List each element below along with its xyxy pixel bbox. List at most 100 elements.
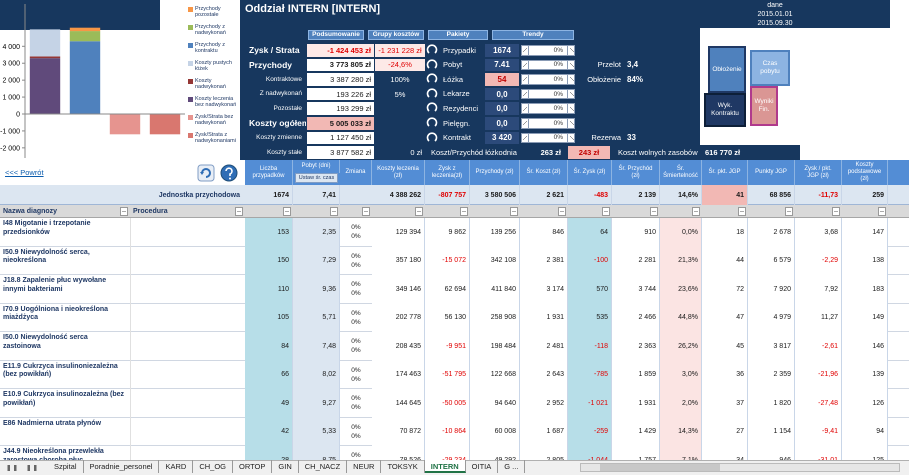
slider-left[interactable] [521,59,529,71]
param-icon[interactable] [426,59,438,71]
param-icon[interactable] [426,117,438,129]
sheet-tab[interactable]: GIN [272,460,299,473]
table-cell: 7,48 [293,332,340,361]
param-icon[interactable] [426,44,438,56]
slider-right[interactable] [567,132,575,144]
tab-nav-arrow[interactable] [34,465,40,471]
h-scroll-thumb[interactable] [600,464,720,471]
help-icon[interactable] [220,164,238,182]
sheet-tab[interactable]: ORTOP [233,460,273,473]
filter-dropdown[interactable] [832,207,840,216]
top-tab[interactable]: Trendy [492,30,574,40]
table-cell: 7,92 [795,275,842,304]
table-cell: 56 130 [425,303,470,332]
filter-dropdown[interactable] [558,207,566,216]
filter-dropdown[interactable] [415,207,423,216]
filter-dropdown[interactable] [650,207,658,216]
slider-right[interactable] [567,45,575,56]
filter-dropdown[interactable] [283,207,291,216]
change-cell: 0% [351,404,361,411]
sheet-tab[interactable]: INTERN [424,460,466,473]
param-icon[interactable] [426,132,438,144]
filter-dropdown[interactable] [738,207,746,216]
top-tab[interactable]: Grupy kosztów [368,30,424,40]
sheet-tab[interactable]: Szpital [48,460,84,473]
slider-right[interactable] [567,118,575,129]
sheet-tab[interactable]: G ... [498,460,526,473]
filter-dropdown[interactable] [510,207,518,216]
y-tick-label: 1 000 [2,95,20,102]
filter-label: Procedura [133,208,168,215]
slider-left[interactable] [521,103,529,114]
back-link[interactable]: <<< Powrót [5,167,44,177]
table-cell: 208 435 [372,332,425,361]
sheet-tab[interactable]: KARD [159,460,194,473]
table-cell: 4 388 262 [372,185,425,205]
filter-dropdown[interactable] [235,207,243,216]
filter-dropdown[interactable] [878,207,886,216]
tab-nav-arrow[interactable] [4,465,10,471]
h-scrollbar[interactable] [580,463,900,472]
table-cell: 21,3% [660,246,702,275]
legend-label: Koszty leczenia bez nadwykonań [195,96,237,108]
table-cell: 139 [842,360,888,389]
nav-button[interactable]: Wyk. Kontraktu [704,93,746,127]
filter-dropdown[interactable] [785,207,793,216]
sheet-tab[interactable]: CH_NACZ [299,460,348,473]
slider-left[interactable] [521,45,529,56]
summary-extra: -1 231 228 zł [375,44,425,57]
top-tab[interactable]: Pakiety [428,30,488,40]
total-row [0,185,909,205]
table-cell: 62 694 [425,275,470,304]
param-icon[interactable] [426,102,438,114]
filter-dropdown[interactable] [602,207,610,216]
slider-right[interactable] [567,59,575,71]
filter-dropdown[interactable] [692,207,700,216]
slider-left[interactable] [521,118,529,129]
filter-dropdown[interactable] [120,207,128,216]
summary-extra: -24,6% [375,58,425,72]
slider-right[interactable] [567,103,575,114]
slider-right[interactable] [567,88,575,100]
set-average-button[interactable]: Ustaw śr. czas [295,173,338,183]
filter-dropdown[interactable] [362,207,370,216]
nav-button[interactable]: Czas pobytu [750,50,790,86]
bar-segment [149,114,181,135]
refresh-icon[interactable] [197,164,215,182]
table-cell: 3 817 [748,332,795,361]
table-cell: 41 [702,185,748,205]
change-cell: 0% [351,452,361,459]
sheet-tab[interactable]: TOKSYK [381,460,425,473]
diagnosis-name: I70.9 Uogólniona i nieokreślona miażdżyc… [3,305,109,322]
sheet-tab[interactable]: CH_OG [193,460,233,473]
legend-item: Koszty pustych łóżek [188,60,240,78]
slider-left[interactable] [521,132,529,144]
param-icon[interactable] [426,73,438,85]
y-tick-label: 2 000 [2,78,20,85]
table-cell: -9,41 [795,417,842,446]
filter-dropdown[interactable] [460,207,468,216]
header-row [245,160,909,185]
table-cell: 202 778 [372,303,425,332]
filter-dropdown[interactable] [330,207,338,216]
tab-nav-arrow[interactable] [24,465,30,471]
tab-nav-arrow[interactable] [14,465,20,471]
slider-right[interactable] [567,74,575,85]
table-cell: 2 363 [612,332,660,361]
y-tick-label: -1 000 [0,128,20,135]
sheet-tab[interactable]: NEUR [347,460,382,473]
slider-left[interactable] [521,74,529,85]
param-icon[interactable] [426,88,438,100]
nav-button[interactable]: Obłożenie [708,46,746,93]
table-cell: -483 [568,185,612,205]
column-header: Liczba przypadków [245,160,293,185]
nav-button[interactable]: Wyniki Fin. [750,86,778,126]
table-cell: 3 580 506 [470,185,520,205]
sheet-tab[interactable]: Poradnie_personel [84,460,160,473]
y-tick-label: 4 000 [2,44,20,51]
sheet-tab[interactable]: OITIA [466,460,499,473]
slider-left[interactable] [521,88,529,100]
legend-swatch [188,43,193,48]
table-cell: 1 931 [612,389,660,418]
top-tab[interactable]: Podsumowanie [308,30,364,40]
